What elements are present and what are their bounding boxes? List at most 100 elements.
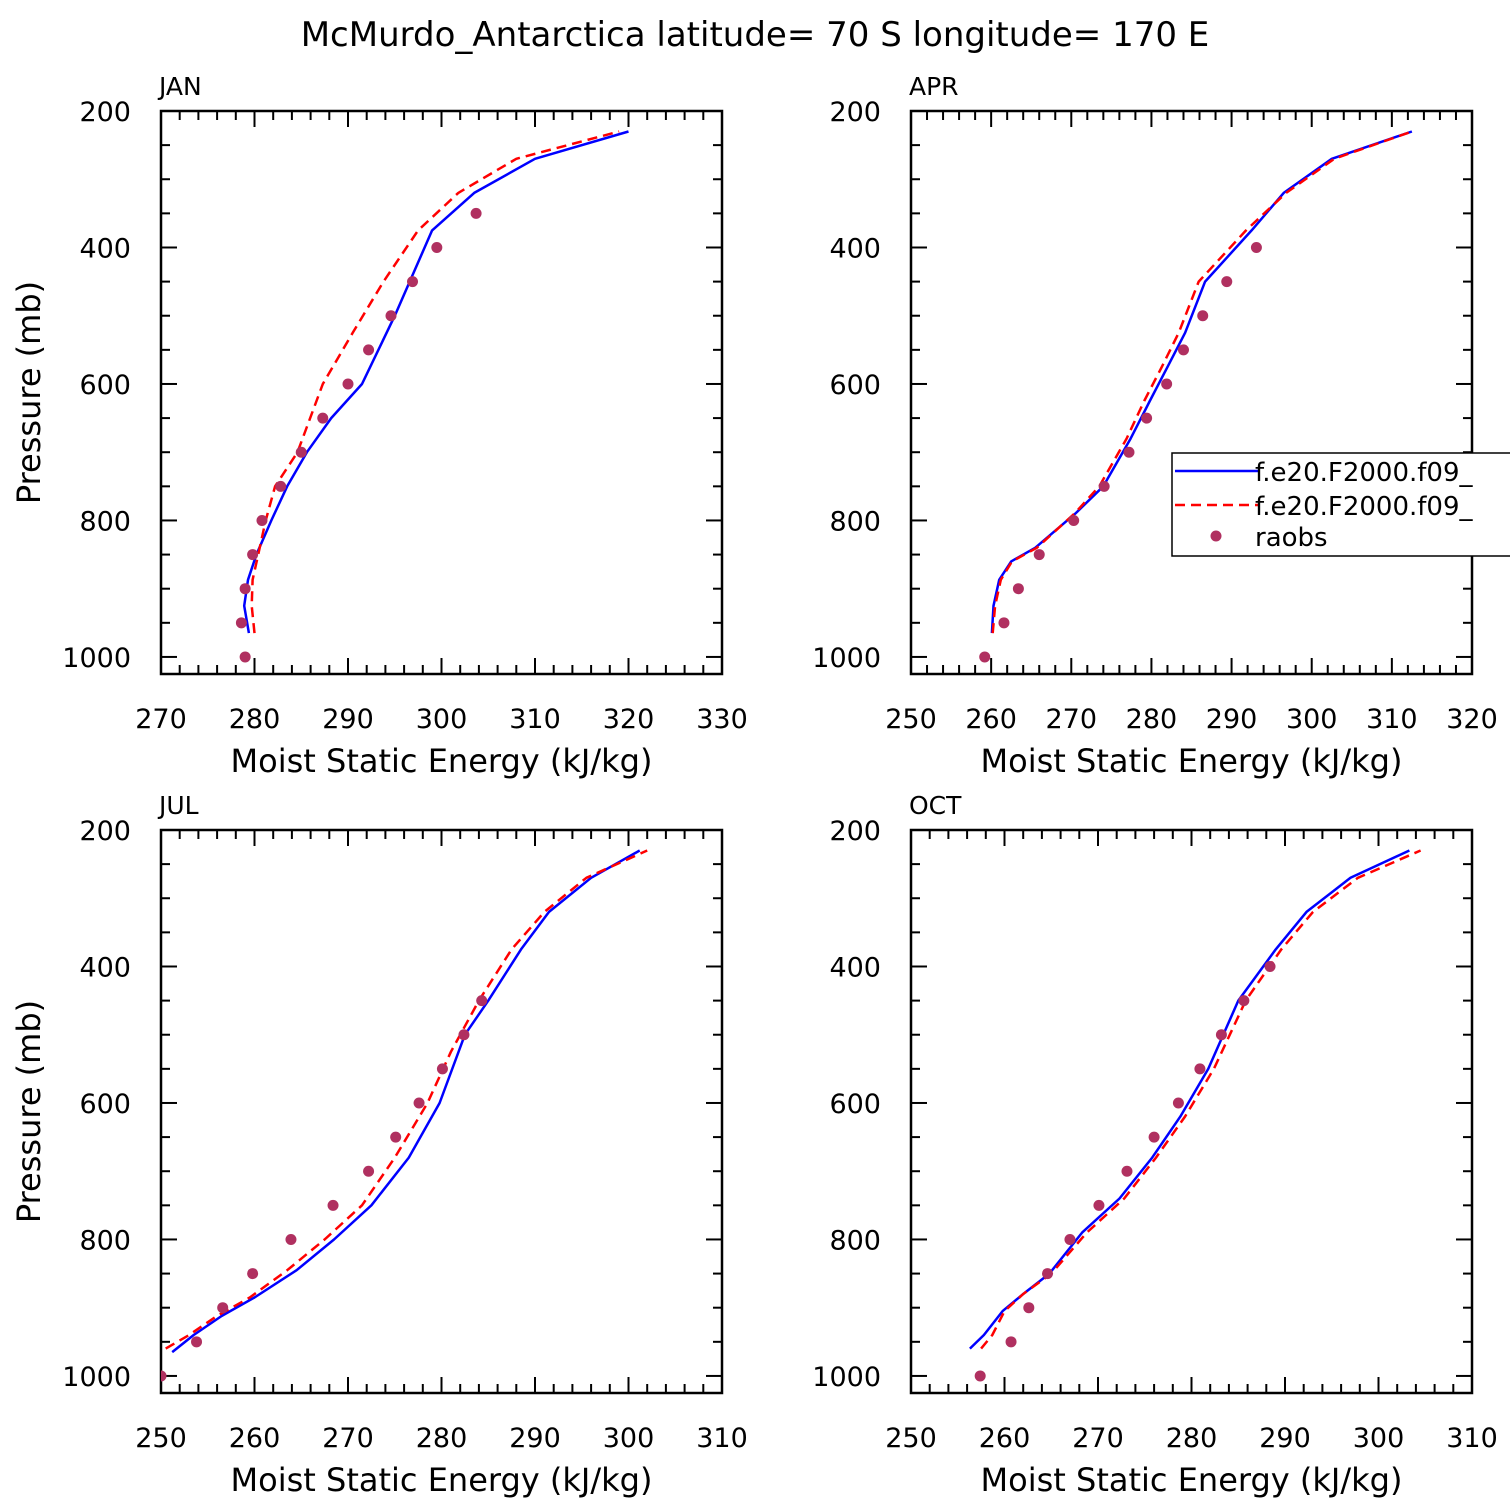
y-tick-label-jan: 200 bbox=[79, 97, 131, 128]
x-tick-label-apr: 320 bbox=[1446, 704, 1498, 735]
raobs-point-jul bbox=[217, 1302, 229, 1314]
raobs-point-jan bbox=[235, 617, 247, 629]
panel-label-apr: APR bbox=[909, 72, 959, 101]
raobs-point-oct bbox=[1148, 1131, 1160, 1143]
x-tick-label-oct: 310 bbox=[1446, 1423, 1498, 1454]
legend-label-model-solid: f.e20.F2000.f09_ bbox=[1255, 458, 1473, 488]
panel-label-oct: OCT bbox=[909, 791, 962, 820]
raobs-point-apr bbox=[1250, 241, 1262, 253]
model-solid-line-oct bbox=[969, 849, 1410, 1350]
x-tick-label-jan: 320 bbox=[603, 704, 655, 735]
y-tick-label-jul: 400 bbox=[79, 952, 131, 983]
plot-frame-oct bbox=[909, 828, 1474, 1395]
y-axis-title-jul: Pressure (mb) bbox=[10, 1000, 48, 1223]
x-tick-label-jan: 290 bbox=[322, 704, 374, 735]
raobs-point-jan bbox=[470, 207, 482, 219]
raobs-point-oct bbox=[1093, 1199, 1105, 1211]
raobs-point-jul bbox=[247, 1268, 259, 1280]
model-solid-line-jan bbox=[242, 130, 629, 634]
x-tick-label-jul: 260 bbox=[229, 1423, 281, 1454]
raobs-point-jan bbox=[385, 310, 397, 322]
y-tick-label-oct: 600 bbox=[829, 1089, 881, 1120]
panel-oct: 250 260 270 280 290 300 310 200 400 600 800 1000 OCT… bbox=[812, 791, 1497, 1499]
raobs-point-jan bbox=[239, 651, 251, 663]
x-tick-label-jul: 270 bbox=[322, 1423, 374, 1454]
x-tick-label-jul: 280 bbox=[416, 1423, 468, 1454]
raobs-point-apr bbox=[1098, 480, 1110, 492]
raobs-point-apr bbox=[1221, 276, 1233, 288]
raobs-point-oct bbox=[1172, 1097, 1184, 1109]
x-axis-title-jan: Moist Static Energy (kJ/kg) bbox=[231, 742, 653, 780]
raobs-point-jan bbox=[407, 276, 419, 288]
x-tick-label-oct: 290 bbox=[1259, 1423, 1311, 1454]
raobs-point-apr bbox=[1161, 378, 1173, 390]
model-dashed-line-jan bbox=[250, 130, 620, 634]
data-layer-jan bbox=[235, 130, 629, 663]
plot-frame-jul bbox=[159, 828, 724, 1395]
x-tick-label-apr: 280 bbox=[1126, 704, 1178, 735]
raobs-point-jan bbox=[275, 480, 287, 492]
y-tick-label-oct: 1000 bbox=[812, 1362, 881, 1393]
raobs-point-jul bbox=[458, 1029, 470, 1041]
x-tick-label-apr: 260 bbox=[965, 704, 1017, 735]
raobs-point-jul bbox=[285, 1233, 297, 1245]
raobs-point-apr bbox=[1197, 310, 1209, 322]
raobs-point-oct bbox=[1023, 1302, 1035, 1314]
data-layer-oct bbox=[969, 849, 1422, 1382]
raobs-point-apr bbox=[998, 617, 1010, 629]
raobs-point-apr bbox=[1141, 412, 1153, 424]
y-tick-label-jan: 1000 bbox=[62, 643, 131, 674]
data-layer-apr bbox=[979, 130, 1413, 663]
raobs-point-apr bbox=[1068, 514, 1080, 526]
x-tick-label-apr: 250 bbox=[885, 704, 937, 735]
model-dashed-line-jul bbox=[165, 849, 648, 1350]
raobs-point-jan bbox=[247, 549, 259, 561]
y-tick-label-jan: 400 bbox=[79, 233, 131, 264]
raobs-point-jul bbox=[161, 1370, 167, 1382]
x-tick-label-apr: 300 bbox=[1286, 704, 1338, 735]
y-tick-label-jul: 600 bbox=[79, 1089, 131, 1120]
y-tick-label-apr: 1000 bbox=[812, 643, 881, 674]
legend-swatch-raobs bbox=[1210, 530, 1222, 542]
y-tick-label-apr: 200 bbox=[829, 97, 881, 128]
raobs-point-oct bbox=[1238, 995, 1250, 1007]
y-tick-label-oct: 800 bbox=[829, 1225, 881, 1256]
raobs-point-apr bbox=[1033, 549, 1045, 561]
x-axis-title-jul: Moist Static Energy (kJ/kg) bbox=[231, 1461, 653, 1499]
plot-frame-apr bbox=[909, 109, 1474, 676]
x-tick-label-oct: 280 bbox=[1166, 1423, 1218, 1454]
figure-title: McMurdo_Antarctica latitude= 70 S longit… bbox=[301, 15, 1210, 55]
y-tick-label-jan: 600 bbox=[79, 370, 131, 401]
raobs-point-oct bbox=[1064, 1233, 1076, 1245]
x-tick-label-jan: 330 bbox=[696, 704, 748, 735]
model-dashed-line-apr bbox=[991, 130, 1413, 634]
raobs-point-oct bbox=[1042, 1268, 1054, 1280]
x-tick-label-jan: 280 bbox=[229, 704, 281, 735]
legend: f.e20.F2000.f09_ f.e20.F2000.f09_ raobs bbox=[1171, 452, 1510, 557]
raobs-point-jul bbox=[436, 1063, 448, 1075]
raobs-point-oct bbox=[1005, 1336, 1017, 1348]
panel-label-jan: JAN bbox=[157, 72, 202, 101]
x-axis-title-oct: Moist Static Energy (kJ/kg) bbox=[981, 1461, 1403, 1499]
x-tick-label-oct: 300 bbox=[1353, 1423, 1405, 1454]
y-tick-label-apr: 400 bbox=[829, 233, 881, 264]
y-axis-title-jan: Pressure (mb) bbox=[10, 281, 48, 504]
raobs-point-jul bbox=[191, 1336, 203, 1348]
raobs-point-jan bbox=[239, 583, 251, 595]
raobs-point-jan bbox=[363, 344, 375, 356]
x-tick-label-jan: 310 bbox=[509, 704, 561, 735]
raobs-point-apr bbox=[1123, 446, 1135, 458]
x-tick-label-apr: 310 bbox=[1366, 704, 1418, 735]
raobs-point-jul bbox=[327, 1199, 339, 1211]
raobs-point-apr bbox=[979, 651, 991, 663]
x-axis-title-apr: Moist Static Energy (kJ/kg) bbox=[981, 742, 1403, 780]
x-tick-label-oct: 250 bbox=[885, 1423, 937, 1454]
legend-label-model-dashed: f.e20.F2000.f09_ bbox=[1255, 492, 1473, 522]
x-tick-label-apr: 290 bbox=[1206, 704, 1258, 735]
y-tick-label-jan: 800 bbox=[79, 506, 131, 537]
panel-label-jul: JUL bbox=[157, 791, 199, 820]
raobs-point-apr bbox=[1012, 583, 1024, 595]
x-tick-label-jan: 270 bbox=[135, 704, 187, 735]
x-tick-label-jul: 300 bbox=[603, 1423, 655, 1454]
